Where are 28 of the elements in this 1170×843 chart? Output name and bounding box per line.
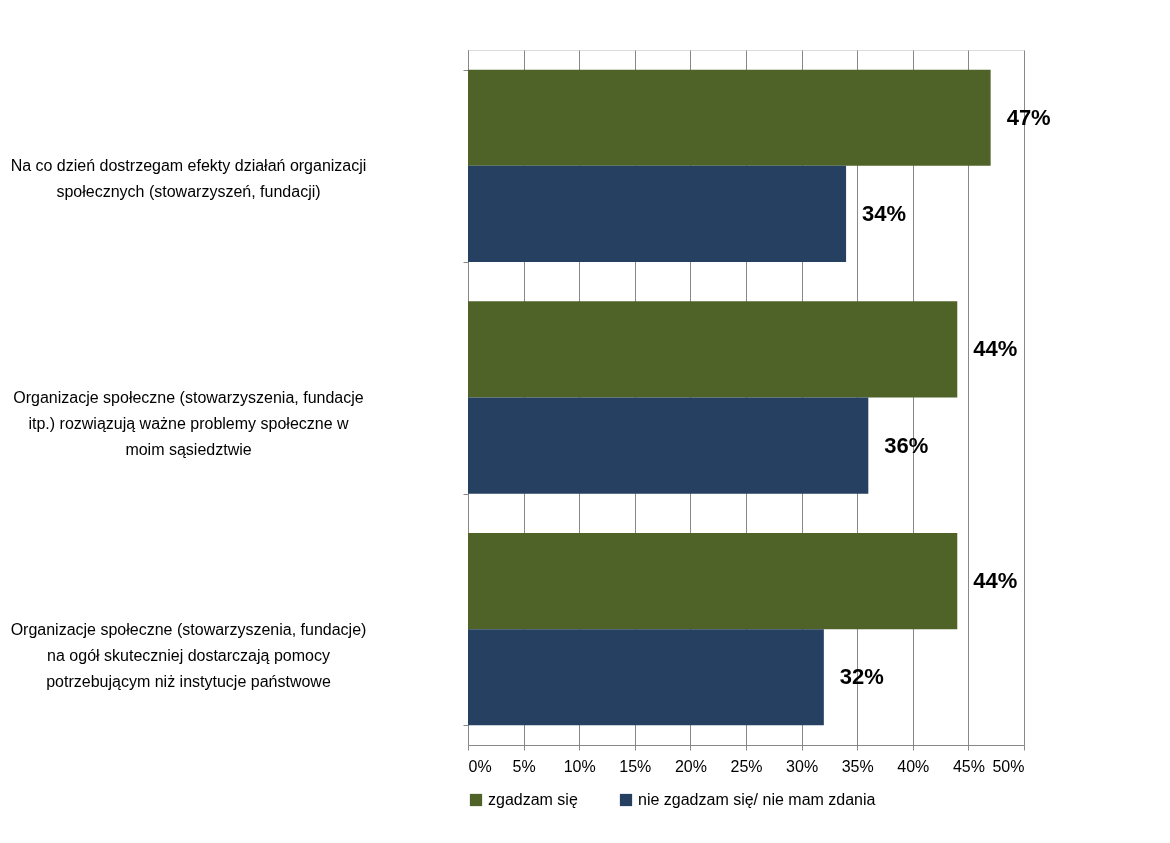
y-tick-label: Na co dzień dostrzegam efekty działań organizacji społecznych (stowarzyszeń, fundacji) [10, 157, 367, 201]
y-tick-label: Organizacje społeczne (stowarzyszenia, fundacje) na ogół skuteczniej dostarczają pomocy potrzebującym niż instytucje państwowe [10, 620, 367, 690]
x-tick-label: 5% [512, 757, 536, 775]
data-label: 36% [884, 432, 929, 458]
bar [468, 165, 847, 262]
x-tick-label: 45% [952, 757, 985, 775]
x-tick-label: 35% [841, 757, 874, 775]
bar [468, 629, 824, 726]
bar [468, 533, 958, 630]
bar [468, 69, 991, 166]
legend-label: nie zgadzam się/ nie mam zdania [638, 791, 876, 808]
bar [468, 301, 958, 398]
x-tick-label: 0% [468, 757, 492, 775]
x-tick-label: 10% [563, 757, 596, 775]
data-label: 44% [973, 336, 1018, 362]
data-label: 47% [1006, 104, 1051, 130]
y-tick-label: Organizacje społeczne (stowarzyszenia, fundacje itp.) rozwiązują ważne problemy społeczne w moim sąsiedztwie [13, 389, 364, 458]
x-tick-label: 40% [897, 757, 930, 775]
bar [468, 397, 869, 494]
data-label: 34% [862, 200, 907, 226]
x-tick-label: 50% [992, 757, 1025, 775]
legend-label: zgadzam się [488, 791, 578, 808]
data-label: 32% [839, 664, 884, 690]
x-tick-label: 15% [619, 757, 652, 775]
x-tick-label: 25% [730, 757, 763, 775]
data-label: 44% [973, 568, 1018, 594]
x-tick-label: 30% [786, 757, 819, 775]
x-tick-label: 20% [674, 757, 707, 775]
